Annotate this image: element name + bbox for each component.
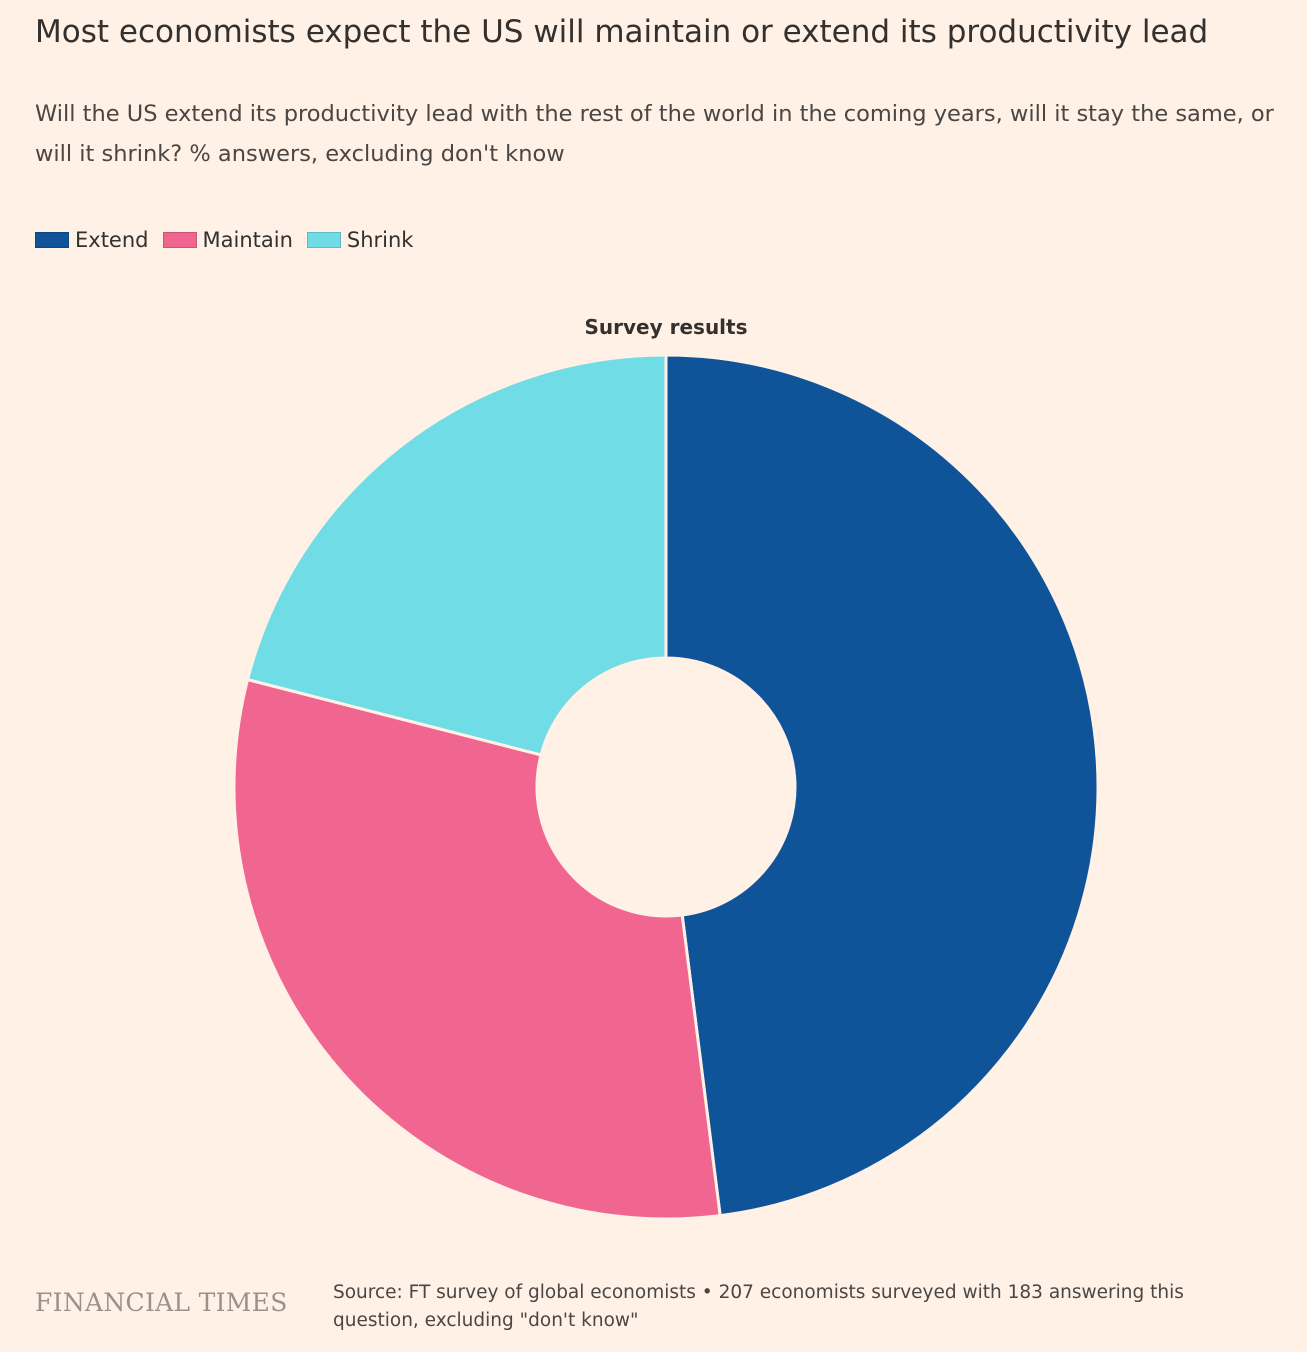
donut-chart: Survey results xyxy=(232,315,1100,1221)
legend-label-maintain: Maintain xyxy=(202,228,293,252)
legend-swatch-maintain xyxy=(162,232,197,248)
donut-slices xyxy=(232,353,1100,1221)
legend-label-extend: Extend xyxy=(75,228,149,252)
chart-inner-title: Survey results xyxy=(585,315,748,339)
chart-subtitle: Will the US extend its productivity lead… xyxy=(35,101,1274,167)
slice-extend xyxy=(664,353,1100,1218)
legend-item-extend: Extend xyxy=(35,224,149,256)
slice-maintain xyxy=(232,678,722,1221)
ft-logo: FINANCIAL TIMES xyxy=(35,1288,288,1317)
legend-label-shrink: Shrink xyxy=(346,228,414,252)
legend-item-maintain: Maintain xyxy=(162,224,293,256)
chart-title: Most economists expect the US will maint… xyxy=(35,14,1209,50)
legend-swatch-extend xyxy=(35,232,69,248)
legend: Extend Maintain Shrink xyxy=(35,224,427,256)
slice-shrink xyxy=(246,353,668,757)
source-note: Source: FT survey of global economists •… xyxy=(333,1282,1184,1331)
legend-item-shrink: Shrink xyxy=(306,224,414,256)
legend-swatch-shrink xyxy=(306,232,341,248)
